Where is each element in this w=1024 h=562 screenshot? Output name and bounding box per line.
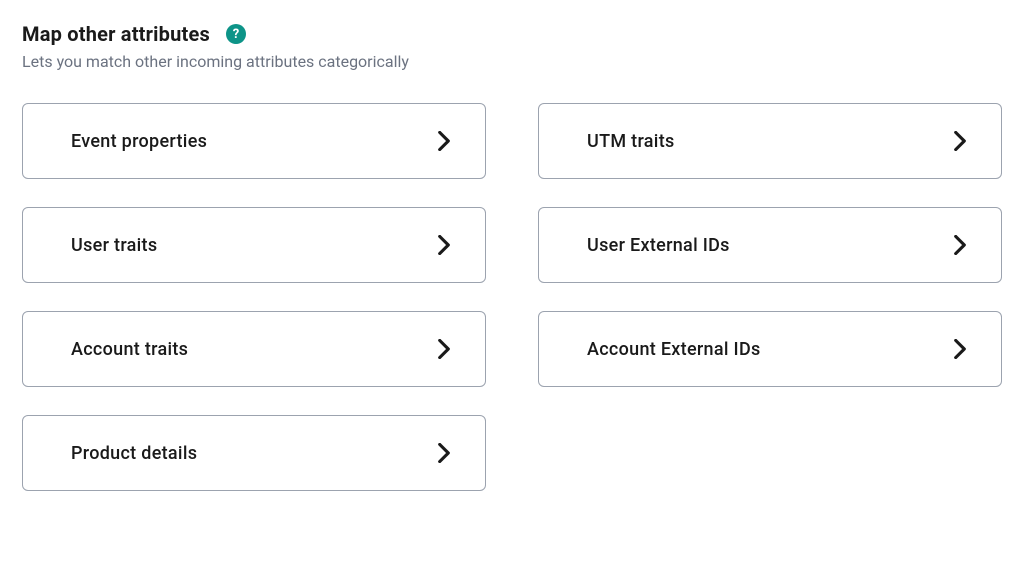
chevron-right-icon <box>433 338 455 360</box>
card-account-traits[interactable]: Account traits <box>22 311 486 387</box>
card-label: Account traits <box>71 339 188 360</box>
chevron-right-icon <box>949 130 971 152</box>
card-label: Event properties <box>71 131 207 152</box>
header-row: Map other attributes ? <box>22 22 1002 46</box>
card-label: User External IDs <box>587 235 730 256</box>
card-product-details[interactable]: Product details <box>22 415 486 491</box>
card-label: Product details <box>71 443 197 464</box>
card-utm-traits[interactable]: UTM traits <box>538 103 1002 179</box>
card-account-external-ids[interactable]: Account External IDs <box>538 311 1002 387</box>
page-title: Map other attributes <box>22 22 210 46</box>
card-label: User traits <box>71 235 157 256</box>
card-user-traits[interactable]: User traits <box>22 207 486 283</box>
chevron-right-icon <box>433 234 455 256</box>
page-subtitle: Lets you match other incoming attributes… <box>22 52 1002 71</box>
card-event-properties[interactable]: Event properties <box>22 103 486 179</box>
card-label: UTM traits <box>587 131 675 152</box>
chevron-right-icon <box>949 234 971 256</box>
card-user-external-ids[interactable]: User External IDs <box>538 207 1002 283</box>
chevron-right-icon <box>949 338 971 360</box>
card-label: Account External IDs <box>587 339 761 360</box>
help-icon[interactable]: ? <box>226 24 246 44</box>
chevron-right-icon <box>433 130 455 152</box>
help-icon-symbol: ? <box>233 27 239 42</box>
chevron-right-icon <box>433 442 455 464</box>
cards-grid: Event properties UTM traits User traits … <box>22 103 1002 491</box>
